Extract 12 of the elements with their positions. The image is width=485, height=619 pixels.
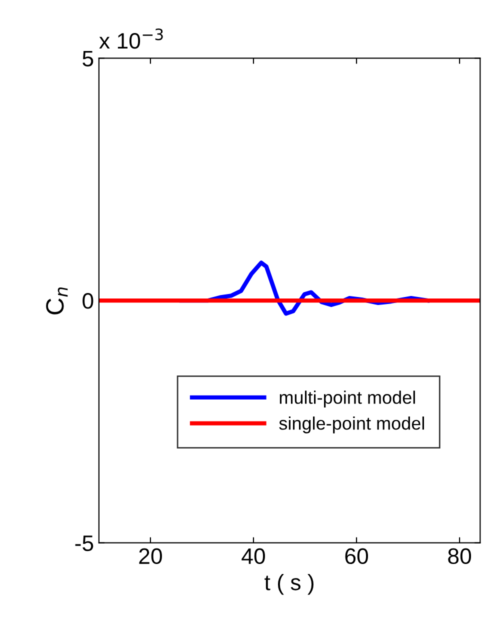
x-tick-label: 40 xyxy=(242,548,265,564)
x-axis-title: t ( s ) xyxy=(264,574,314,595)
y-tick-label: -5 xyxy=(75,536,94,552)
y-axis-title: C$_{n}$ xyxy=(46,287,68,314)
x-tick-label: 80 xyxy=(448,548,472,564)
legend-label: multi-point model xyxy=(280,390,415,408)
y-tick-label: 5 xyxy=(82,50,94,66)
text: x 10$^{−3}$ xyxy=(99,28,163,49)
x-tick-label: 60 xyxy=(345,548,368,564)
x-tick-label: 20 xyxy=(139,548,162,564)
y-tick-label: 0 xyxy=(82,293,94,309)
legend-label: single-point model xyxy=(279,416,424,434)
